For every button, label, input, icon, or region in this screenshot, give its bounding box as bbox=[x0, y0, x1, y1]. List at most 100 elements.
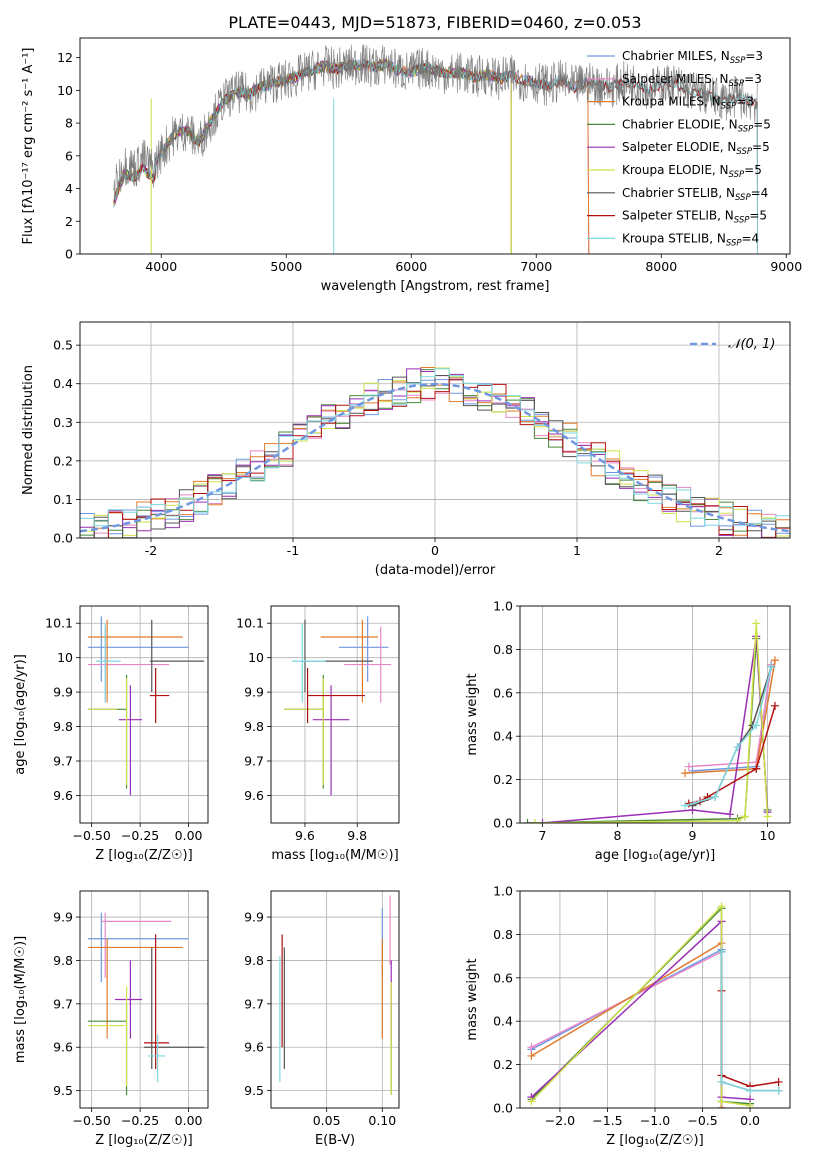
weight-line-kroupa_elodie bbox=[530, 904, 751, 1107]
legend-label-kroupa_elodie: Kroupa ELODIE, NSSP=5 bbox=[622, 163, 762, 180]
weight-marker-salpeter_miles bbox=[684, 762, 693, 771]
legend-residuals: 𝒩(0, 1) bbox=[690, 337, 775, 352]
y-tick-label: 9.7 bbox=[53, 996, 73, 1011]
y-tick-label: 9.8 bbox=[244, 953, 264, 968]
plot-area-mass_vs_z bbox=[87, 912, 205, 1095]
y-tick-label: 0.2 bbox=[493, 1057, 513, 1072]
y-tick-label: 8 bbox=[65, 116, 73, 131]
weight-line-salpeter_elodie bbox=[530, 919, 751, 1101]
weight-marker-kroupa_stelib bbox=[711, 792, 719, 801]
y-tick-label: 9.6 bbox=[53, 1040, 73, 1055]
axes-frame bbox=[79, 605, 209, 824]
legend-label-normal: 𝒩(0, 1) bbox=[728, 337, 775, 352]
y-axis-label: mass weight bbox=[465, 673, 480, 755]
model-spectrum-kroupa_stelib bbox=[113, 59, 758, 254]
y-tick-label: 9.9 bbox=[244, 910, 264, 925]
histogram-salpeter_stelib bbox=[80, 379, 790, 538]
axes-age_vs_mass: 9.6 9.8 9.6 9.7 9.8 9.9 10 10.1 mass [log₁₀(M/M☉… bbox=[236, 605, 400, 863]
y-tick-label: 4 bbox=[65, 181, 73, 196]
x-tick-label: 0.0 bbox=[740, 1113, 760, 1128]
y-tick-label: 6 bbox=[65, 148, 73, 163]
weight-marker-kroupa_stelib bbox=[733, 743, 742, 752]
weight-marker-salpeter_elodie bbox=[538, 819, 547, 823]
axes-mass_weight_vs_age: 7 8 9 10 0.0 0.2 0.4 0.6 0.8 1.0 age [log₁₀(age/yr… bbox=[465, 599, 791, 863]
legend-label-salpeter_stelib: Salpeter STELIB, NSSP=5 bbox=[622, 209, 767, 226]
y-tick-label: 0.4 bbox=[493, 729, 513, 744]
axes-residuals: -2 -1 0 1 2 0.0 0.1 0.2 0.3 0.4 0.5 (data-model)/er… bbox=[21, 321, 791, 578]
y-axis-label: age [log₁₀(age/yr)] bbox=[13, 654, 28, 775]
model-spectrum-salpeter_elodie bbox=[113, 58, 512, 254]
weight-line-chabrier_elodie bbox=[527, 638, 769, 823]
weight-marker-kroupa_stelib bbox=[717, 1077, 726, 1086]
weight-marker-kroupa_miles bbox=[771, 656, 779, 665]
y-axis-label: mass weight bbox=[465, 958, 480, 1040]
weight-marker-salpeter_stelib bbox=[771, 701, 779, 710]
y-tick-label: 10 bbox=[57, 83, 73, 98]
weight-marker-chabrier_miles bbox=[688, 766, 697, 775]
y-tick-label: 0.1 bbox=[53, 492, 73, 507]
y-tick-label: 0.0 bbox=[493, 816, 513, 831]
y-tick-label: 1.0 bbox=[493, 884, 513, 899]
weight-marker-chabrier_elodie bbox=[523, 819, 532, 823]
model-spectrum-salpeter_miles bbox=[113, 57, 590, 254]
x-tick-label: 6000 bbox=[395, 259, 427, 274]
x-tick-label: 8000 bbox=[645, 259, 677, 274]
weight-line-salpeter_elodie bbox=[542, 636, 769, 823]
x-tick-label: 8 bbox=[614, 828, 622, 843]
x-tick-label: -1 bbox=[287, 543, 299, 558]
model-spectrum-chabrier_miles bbox=[113, 58, 590, 254]
y-tick-label: 1.0 bbox=[493, 599, 513, 614]
plot-area-age_vs_z bbox=[87, 616, 205, 796]
x-tick-label: 0.00 bbox=[175, 828, 203, 843]
x-tick-label: 0.05 bbox=[313, 1113, 341, 1128]
x-tick-label: 9.6 bbox=[295, 828, 315, 843]
weight-marker-kroupa_stelib bbox=[774, 1086, 783, 1095]
weight-marker-kroupa_miles bbox=[527, 1051, 536, 1060]
y-axis-label: mass [log₁₀(M/M☉)] bbox=[13, 936, 28, 1063]
x-axis-label: age [log₁₀(age/yr)] bbox=[595, 848, 716, 863]
weight-marker-kroupa_stelib bbox=[767, 662, 776, 671]
x-tick-label: 9 bbox=[689, 828, 697, 843]
y-tick-label: 9.8 bbox=[244, 719, 264, 734]
weight-marker-salpeter_stelib bbox=[752, 764, 761, 773]
y-tick-label: 0 bbox=[65, 247, 73, 262]
axes-age_vs_z: −0.50 −0.25 0.00 9.6 9.7 9.8 9.9 10 10.1 Z [log₁₀… bbox=[13, 605, 209, 863]
x-tick-label: −0.50 bbox=[72, 1113, 110, 1128]
axes-mass_vs_ebv: 0.05 0.10 9.5 9.6 9.7 9.8 9.9 E(B-V) bbox=[244, 890, 400, 1148]
weight-marker-kroupa_elodie bbox=[741, 812, 749, 821]
y-tick-label: 9.6 bbox=[244, 788, 264, 803]
y-tick-label: 9.5 bbox=[244, 1083, 264, 1098]
model-spectrum-kroupa_elodie bbox=[113, 58, 512, 254]
x-tick-label: 0 bbox=[431, 543, 439, 558]
y-tick-label: 10 bbox=[57, 650, 73, 665]
y-tick-label: 10.1 bbox=[236, 616, 264, 631]
y-tick-label: 9.6 bbox=[244, 1040, 264, 1055]
x-tick-label: 9.8 bbox=[347, 828, 367, 843]
plot-area-mass_vs_ebv bbox=[279, 895, 392, 1095]
y-tick-label: 0.4 bbox=[53, 376, 73, 391]
model-spectrum-chabrier_elodie bbox=[113, 59, 512, 254]
legend-label-kroupa_stelib: Kroupa STELIB, NSSP=4 bbox=[622, 231, 759, 248]
y-tick-label: 0.6 bbox=[493, 685, 513, 700]
legend-label-chabrier_miles: Chabrier MILES, NSSP=3 bbox=[622, 49, 763, 66]
weight-marker-salpeter_stelib bbox=[774, 1077, 783, 1086]
legend-label-salpeter_elodie: Salpeter ELODIE, NSSP=5 bbox=[622, 140, 770, 157]
plot-area-spectrum bbox=[113, 44, 758, 254]
x-axis-label: Z [log₁₀(Z/Z☉)] bbox=[95, 848, 192, 863]
x-tick-label: −1.5 bbox=[592, 1113, 622, 1128]
axes-frame bbox=[519, 890, 791, 1109]
y-tick-label: 0.4 bbox=[493, 1014, 513, 1029]
x-axis-label: E(B-V) bbox=[315, 1133, 355, 1148]
x-tick-label: 0.00 bbox=[175, 1113, 203, 1128]
model-spectrum-kroupa_miles bbox=[113, 60, 590, 254]
weight-marker-kroupa_stelib bbox=[746, 1086, 755, 1095]
x-tick-label: 4000 bbox=[145, 259, 177, 274]
y-tick-label: 0.2 bbox=[493, 772, 513, 787]
y-tick-label: 10.1 bbox=[45, 616, 73, 631]
x-tick-label: −2.0 bbox=[545, 1113, 575, 1128]
x-tick-label: −0.25 bbox=[121, 1113, 159, 1128]
axes-frame bbox=[79, 890, 209, 1109]
x-tick-label: 7000 bbox=[520, 259, 552, 274]
y-tick-label: 9.9 bbox=[53, 685, 73, 700]
